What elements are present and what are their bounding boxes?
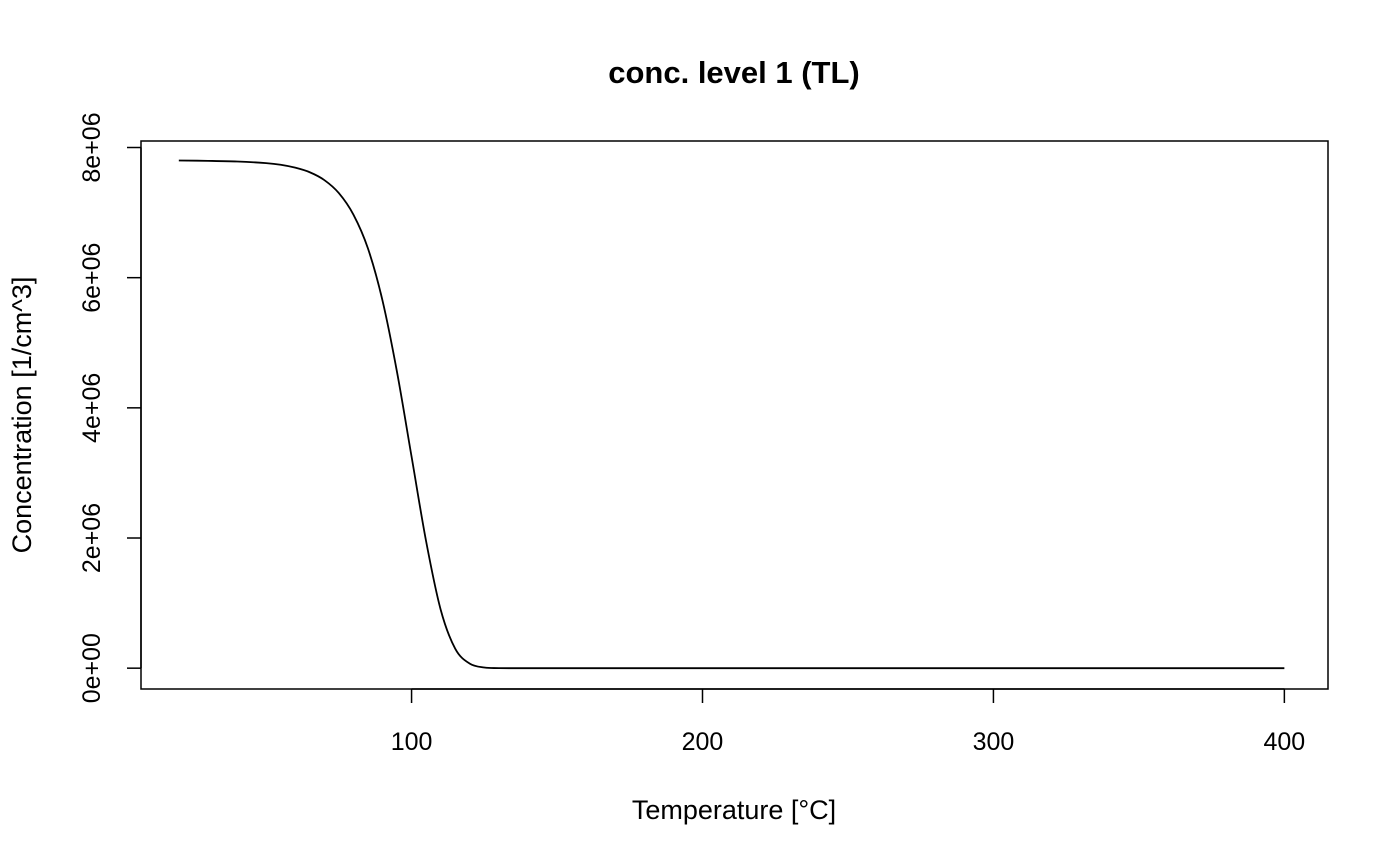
y-tick-label: 2e+06	[78, 503, 106, 573]
x-tick-label: 100	[391, 728, 433, 756]
y-tick-label: 0e+00	[78, 633, 106, 703]
series-line	[178, 159, 1285, 670]
y-tick-label: 4e+06	[78, 373, 106, 443]
x-tick-label: 400	[1264, 728, 1306, 756]
x-tick-label: 200	[682, 728, 724, 756]
y-tick-label: 6e+06	[78, 243, 106, 313]
x-tick-label: 300	[973, 728, 1015, 756]
x-axis: 100 200 300 400	[391, 688, 1306, 756]
chart-title: conc. level 1 (TL)	[608, 55, 860, 90]
x-axis-label: Temperature [°C]	[632, 795, 836, 825]
y-tick-label: 8e+06	[78, 112, 106, 182]
y-axis: 0e+00 2e+06 4e+06 6e+06 8e+06	[78, 112, 142, 703]
plot-frame	[140, 140, 1329, 690]
y-axis-label: Concentration [1/cm^3]	[7, 277, 37, 554]
